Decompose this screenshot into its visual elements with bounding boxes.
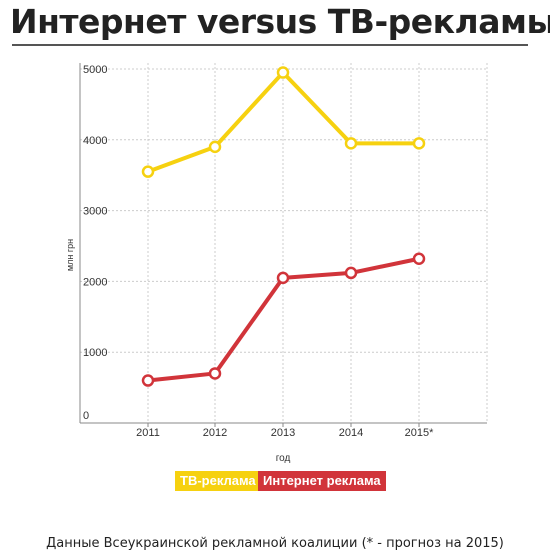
legend-item-tv: ТВ-реклама [175,471,261,491]
data-point [208,140,222,154]
axes [79,63,487,427]
y-tick-label: 1000 [83,347,107,359]
data-point [276,271,290,285]
data-point [344,137,358,150]
source-caption: Данные Всеукраинской рекламной коалиции … [46,536,504,551]
data-point [141,165,155,178]
x-tick-label: 2013 [271,427,295,439]
x-tick-label: 2012 [203,427,227,439]
data-point [412,137,426,150]
data-point [276,66,290,79]
x-tick-label: 2015* [405,427,434,439]
data-point [412,252,426,265]
x-tick-label: 2011 [136,427,160,439]
y-tick-label: 3000 [83,206,107,218]
y-tick-labels: 0 1000 2000 3000 4000 5000 [83,64,107,422]
data-point [141,374,155,387]
y-tick-label: 5000 [83,64,107,76]
y-tick-label: 0 [83,410,89,422]
x-axis-label: год [276,453,291,464]
grid [80,63,488,423]
x-tick-labels: 2011 2012 2013 2014 2015* [136,427,434,439]
chart-title: Интернет versus ТВ-рекламы [10,2,550,41]
y-tick-label: 4000 [83,135,107,147]
series-lines [141,66,426,387]
x-tick-label: 2014 [339,427,363,439]
legend-item-internet: Интернет реклама [258,471,386,491]
data-point [344,266,358,280]
title-divider [12,44,528,46]
legend: ТВ-реклама Интернет реклама [0,471,550,493]
data-point [208,367,222,380]
y-tick-label: 2000 [83,276,107,288]
y-axis-label: млн грн [65,239,75,271]
